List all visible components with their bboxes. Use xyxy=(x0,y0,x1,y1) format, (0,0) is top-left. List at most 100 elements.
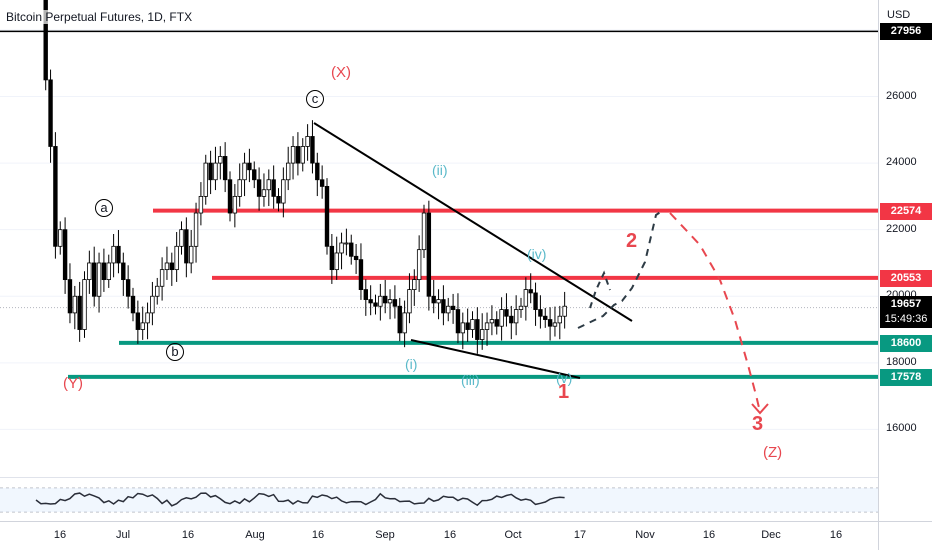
projection-path-red[interactable] xyxy=(669,212,761,413)
candle xyxy=(121,252,126,296)
candle-body-up xyxy=(300,146,305,164)
upper-trendline[interactable] xyxy=(313,122,633,322)
candle xyxy=(271,165,276,209)
candle-body-down xyxy=(465,322,470,330)
candle xyxy=(266,169,271,207)
time-label: 16 xyxy=(443,529,457,541)
candle-body-up xyxy=(552,322,558,327)
candle-body-down xyxy=(441,299,446,314)
candle xyxy=(203,154,208,205)
candle-body-down xyxy=(92,262,97,297)
candle-body-up xyxy=(339,242,344,254)
candle-body-up xyxy=(266,179,271,191)
candle xyxy=(421,204,427,258)
candle-body-up xyxy=(344,242,349,245)
candle xyxy=(407,273,412,324)
candle xyxy=(155,277,160,305)
time-axis[interactable]: 16 Jul 16 Aug 16 Sep 16 Oct 17 Nov 16 Dec 16 xyxy=(0,521,878,550)
candle xyxy=(412,269,417,306)
time-label: 16 xyxy=(702,529,716,541)
candle-body-down xyxy=(455,309,461,334)
price-unit: USD xyxy=(887,9,911,21)
lower-trendline[interactable] xyxy=(410,339,581,379)
candle-body-up xyxy=(145,312,150,324)
candle xyxy=(140,306,145,340)
candle xyxy=(82,271,87,338)
candle xyxy=(242,152,247,197)
candle-body-up xyxy=(96,262,102,297)
price-tag-20553: 20553 xyxy=(880,269,932,287)
candle xyxy=(431,279,436,314)
candle-body-up xyxy=(188,245,194,264)
price-axis[interactable]: USD 260002400022000200001800016000 27956… xyxy=(878,0,932,521)
wave-label-c: c xyxy=(306,90,324,108)
candle xyxy=(368,285,373,316)
candle xyxy=(281,167,286,218)
wave-label-2: 2 xyxy=(626,230,638,252)
candle-body-down xyxy=(130,295,136,314)
candle-body-down xyxy=(349,242,354,257)
candle xyxy=(329,234,335,284)
candle xyxy=(504,293,509,327)
price-label-26000: 26000 xyxy=(886,89,917,102)
candle-body-up xyxy=(155,285,160,297)
candle-body-down xyxy=(101,262,107,281)
candle xyxy=(315,152,320,197)
candle xyxy=(247,148,252,183)
candle xyxy=(290,136,296,180)
candle xyxy=(213,146,218,191)
price-label-24000: 24000 xyxy=(886,156,917,169)
wave-label-1: 1 xyxy=(558,381,570,403)
candle-body-up xyxy=(489,319,495,324)
symbol-title: Bitcoin Perpetual Futures, 1D, FTX xyxy=(6,10,193,24)
candle xyxy=(300,138,305,172)
time-label: Dec xyxy=(761,529,781,541)
candle-body-down xyxy=(276,195,281,204)
candle-body-up xyxy=(218,156,223,164)
time-label: Jul xyxy=(115,529,131,541)
projection-arrowhead xyxy=(751,403,769,415)
candle-body-down xyxy=(125,279,131,297)
indicator-pane[interactable] xyxy=(0,477,878,521)
candle xyxy=(523,277,529,321)
candle xyxy=(475,307,480,354)
candle xyxy=(397,297,402,342)
candle xyxy=(387,289,393,320)
projection-path-black[interactable] xyxy=(577,210,663,329)
candle-body-up xyxy=(193,212,199,247)
candle-body-down xyxy=(222,156,228,181)
candle xyxy=(218,146,223,180)
candle xyxy=(334,236,339,280)
candle xyxy=(460,312,465,350)
candle xyxy=(208,150,213,195)
candle xyxy=(256,167,262,211)
time-label: 16 xyxy=(311,529,325,541)
candle-body-up xyxy=(470,319,475,330)
candle xyxy=(353,243,359,274)
candle xyxy=(135,300,141,344)
price-label-16000: 16000 xyxy=(886,422,917,435)
wave-label-i: (i) xyxy=(405,356,418,372)
candle-body-down xyxy=(426,212,432,297)
price-chart[interactable]: Bitcoin Perpetual Futures, 1D, FTX (X) c… xyxy=(0,0,878,476)
candle-body-up xyxy=(402,312,407,334)
candle xyxy=(441,285,446,326)
candle-body-up xyxy=(237,179,242,197)
candle-body-down xyxy=(315,162,320,181)
candle xyxy=(528,273,533,304)
candle xyxy=(339,232,344,270)
wave-label-v: (v) xyxy=(556,370,573,386)
candle xyxy=(92,246,97,307)
candle-body-down xyxy=(397,305,402,334)
candle xyxy=(222,142,228,193)
candle xyxy=(416,235,422,292)
candle-body-up xyxy=(174,245,179,271)
candle-body-down xyxy=(77,295,82,330)
candle xyxy=(324,178,330,255)
candle xyxy=(58,221,63,255)
candle-body-up xyxy=(111,245,116,264)
candle-body-up xyxy=(523,289,529,307)
candle-body-down xyxy=(538,309,543,317)
projection-path-small[interactable] xyxy=(589,270,611,309)
price-label-22000: 22000 xyxy=(886,222,917,235)
